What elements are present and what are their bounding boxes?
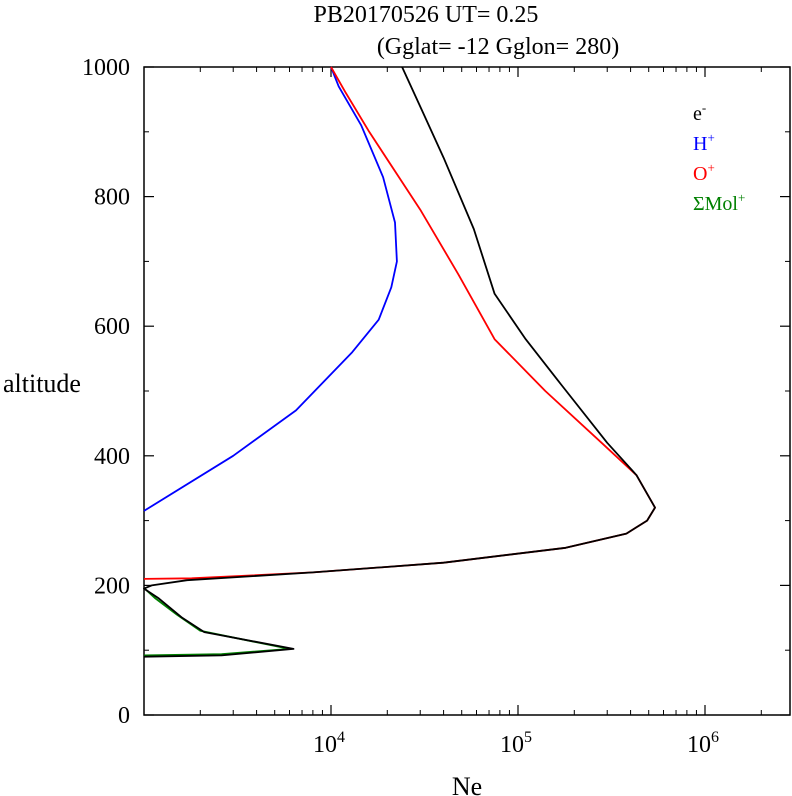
x-tick-label: 105	[500, 729, 532, 758]
x-tick-label: 104	[313, 729, 345, 758]
y-tick-label: 600	[94, 314, 130, 340]
y-tick-label: 400	[94, 444, 130, 470]
legend-item-o: O+	[693, 160, 715, 185]
y-axis-label: altitude	[3, 369, 81, 398]
series-line-h	[143, 66, 398, 512]
legend: e- H+ O+ ΣMol+	[693, 100, 745, 215]
chart-title-line1: PB20170526 UT= 0.25	[314, 2, 539, 28]
y-tick-label: 200	[94, 573, 130, 599]
series-line-e	[143, 66, 656, 658]
legend-item-e: e-	[693, 100, 706, 125]
legend-item-mol: ΣMol+	[693, 190, 745, 215]
x-axis-label: Ne	[452, 772, 482, 796]
y-tick-label: 800	[94, 185, 130, 211]
y-tick-label: 0	[118, 703, 130, 729]
x-tick-label: 106	[687, 729, 719, 758]
series-line-o	[143, 66, 656, 580]
series-group	[143, 66, 656, 658]
legend-item-h: H+	[693, 130, 715, 155]
ticks-group: 0 200 400 600 800 1000 104 105 106	[82, 55, 790, 758]
y-tick-label: 1000	[82, 55, 130, 81]
series-line-mol	[143, 587, 291, 657]
chart-title-line2: (Gglat= -12 Gglon= 280)	[377, 34, 619, 60]
